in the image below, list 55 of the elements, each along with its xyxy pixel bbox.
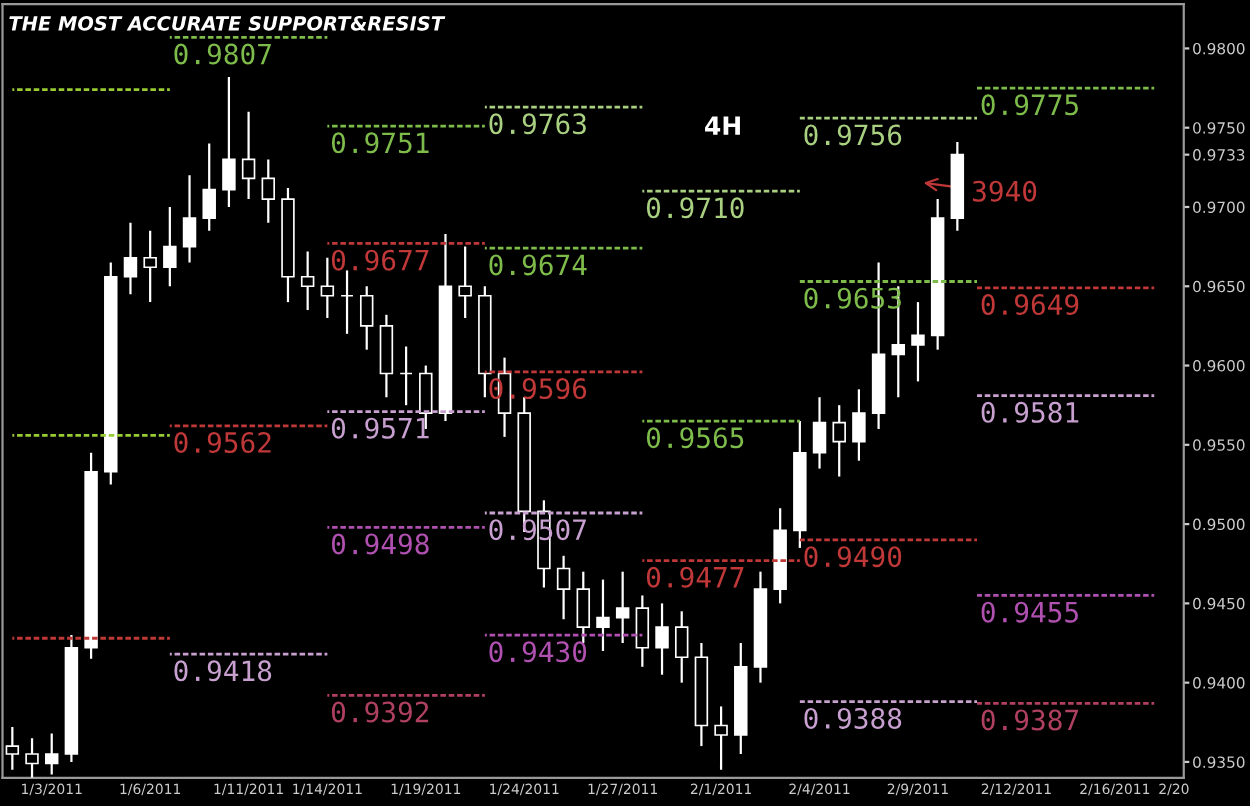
candlestick [163,205,177,288]
series-label: 0.9430 [489,641,587,663]
series-label: 0.9498 [331,533,429,555]
candlestick [812,396,827,470]
candlestick [340,269,354,335]
series-label: 0.9649 [981,294,1079,316]
series-label: 0.9581 [981,401,1079,423]
series-label: 0.9756 [804,124,902,146]
candlestick [852,388,866,462]
candlestick [615,570,630,645]
candlestick [123,221,138,296]
candlestick [320,256,335,320]
series-label: 0.9763 [489,113,586,135]
candlestick [222,75,236,209]
candlestick [379,313,394,399]
series-label: 0.9807 [174,43,271,65]
candlestick [596,578,610,653]
candlestick [143,229,157,304]
series-label: 0.9388 [804,707,902,729]
series-label: 0.9565 [646,427,744,449]
series-label: 0.9751 [331,132,429,154]
candlestick [674,610,689,684]
candlestick [241,110,256,201]
series-label: 0.9674 [489,254,587,276]
series-label: 0.9455 [981,601,1078,623]
series-label: 0.9710 [646,197,744,219]
candlestick [202,142,216,232]
candlestick [556,554,571,621]
series-label: 0.9562 [174,431,271,453]
candlestick [832,404,846,478]
candlestick [635,594,650,668]
series-label: 0.9387 [981,709,1079,731]
candlestick [911,301,925,383]
series-label: 0.9477 [646,566,744,588]
series-label: 0.9392 [331,701,429,723]
candlestick [261,158,276,224]
candlestick [300,250,315,312]
candlestick [359,285,374,351]
candlestick [655,602,669,676]
candlestick [399,345,413,407]
candlestick [5,725,20,771]
annotation: 3940 [972,180,1037,202]
candlestick [182,174,197,264]
candlestick [44,732,59,776]
candlestick [714,705,728,771]
chart-title: THE MOST ACCURATE SUPPORT&RESIST [9,15,446,31]
candlestick [25,737,39,778]
series-label: 0.9677 [331,249,429,271]
candlestick [576,570,591,645]
candlestick [458,245,472,320]
series-label: 0.9490 [804,546,902,568]
series-label: 0.9775 [981,94,1078,116]
series-label: 0.9571 [331,417,429,439]
series-label: 0.9418 [174,660,272,682]
annotation: 4H [705,116,740,135]
